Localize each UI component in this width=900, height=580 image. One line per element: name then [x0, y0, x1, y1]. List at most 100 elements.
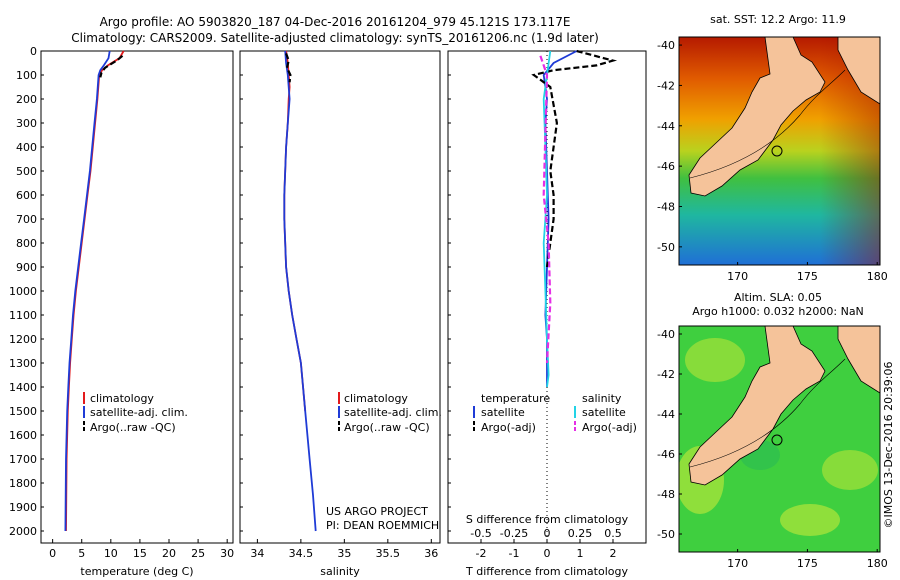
x-tick-label: 35	[337, 547, 351, 560]
s-tick-label: 0.25	[568, 527, 593, 540]
s-tick-label: -0.25	[500, 527, 528, 540]
lat-tick-label: -50	[657, 241, 675, 254]
argo-float-marker	[771, 434, 783, 446]
lon-tick-label: 180	[867, 557, 888, 570]
series-line-argo	[99, 54, 124, 78]
salinity-panel-frame	[239, 50, 441, 544]
y-tick-label: 0	[30, 45, 37, 58]
salinity-legend: climatology satellite-adj. clim. Argo(..…	[338, 392, 442, 434]
project-annotation-line2: PI: DEAN ROEMMICH	[326, 519, 439, 532]
y-tick-label: 500	[16, 165, 37, 178]
lon-tick-label: 175	[797, 557, 818, 570]
y-tick-label: 1400	[9, 381, 37, 394]
s-tick-label: 0	[544, 527, 551, 540]
x-tick-label: 15	[133, 547, 147, 560]
difference-legend: temperature salinity satellite Argo(-adj…	[473, 392, 637, 434]
sla-map-axes: -40 -42 -44 -46 -48 -50 170 175 180	[657, 328, 888, 570]
y-tick-label: 1200	[9, 333, 37, 346]
lat-tick-label: -46	[657, 160, 675, 173]
salinity-plot: 34 34.5 35 35.5 36	[240, 50, 438, 560]
y-tick-label: 900	[16, 261, 37, 274]
lat-tick-label: -46	[657, 448, 675, 461]
legend-t-satellite-label: satellite	[481, 406, 525, 419]
sla-map-title-line1: Altim. SLA: 0.05	[734, 291, 822, 304]
legend-satellite-label: satellite-adj. clim.	[90, 406, 188, 419]
legend-salinity-title: salinity	[582, 392, 622, 405]
x-tick-label: 34	[250, 547, 264, 560]
y-tick-label: 1600	[9, 429, 37, 442]
y-tick-label: 1800	[9, 477, 37, 490]
legend-argo-label: Argo(..raw -QC)	[90, 421, 176, 434]
lon-tick-label: 175	[797, 270, 818, 283]
lat-tick-label: -40	[657, 39, 675, 52]
y-tick-label: 100	[16, 69, 37, 82]
lon-tick-label: 170	[727, 270, 748, 283]
sla-contour	[689, 358, 846, 468]
x-tick-label: 1	[577, 547, 584, 560]
temperature-xlabel: temperature (deg C)	[80, 565, 193, 578]
x-tick-label: 30	[220, 547, 234, 560]
y-tick-label: 1000	[9, 285, 37, 298]
legend-climatology-label: climatology	[90, 392, 154, 405]
series-line-argo	[531, 49, 618, 268]
sla-map-frame	[678, 325, 881, 553]
x-tick-label: 5	[78, 547, 85, 560]
series-line-climatology	[283, 50, 307, 412]
lat-tick-label: -48	[657, 200, 675, 213]
sla-patch	[685, 338, 745, 382]
lat-tick-label: -48	[657, 488, 675, 501]
t-difference-xlabel: T difference from climatology	[465, 565, 628, 578]
imos-stamp: ©IMOS 13-Dec-2016 20:39:06	[882, 362, 895, 529]
north-island-land	[837, 37, 880, 105]
x-tick-label: 2	[610, 547, 617, 560]
x-tick-label: 36	[424, 547, 438, 560]
sst-map	[679, 37, 880, 265]
x-tick-label: 25	[191, 547, 205, 560]
temperature-legend: climatology satellite-adj. clim. Argo(..…	[83, 392, 188, 434]
temperature-panel-frame	[40, 50, 234, 544]
figure-title-line1: Argo profile: AO 5903820_187 04-Dec-2016…	[100, 15, 571, 29]
y-tick-label: 1500	[9, 405, 37, 418]
y-tick-label: 700	[16, 213, 37, 226]
x-tick-label: -2	[476, 547, 487, 560]
y-tick-label: 1300	[9, 357, 37, 370]
x-tick-label: 34.5	[289, 547, 314, 560]
sla-patch	[822, 450, 878, 490]
difference-panel-frame	[447, 50, 647, 544]
y-tick-label: 800	[16, 237, 37, 250]
x-tick-label: 20	[162, 547, 176, 560]
x-tick-label: -1	[509, 547, 520, 560]
y-tick-label: 400	[16, 141, 37, 154]
y-tick-label: 2000	[9, 525, 37, 538]
legend-climatology-label: climatology	[344, 392, 408, 405]
series-line-satellite	[283, 50, 317, 532]
sla-map-title-line2: Argo h1000: 0.032 h2000: NaN	[692, 305, 864, 318]
lon-tick-label: 180	[867, 270, 888, 283]
lon-tick-label: 170	[727, 557, 748, 570]
lat-tick-label: -42	[657, 368, 675, 381]
y-tick-label: 1900	[9, 501, 37, 514]
difference-plot: -2 -1 0 1 2 -0.5 -0.25 0 0.25 0.5	[448, 49, 622, 560]
y-tick-label: 600	[16, 189, 37, 202]
sla-map	[679, 326, 880, 552]
y-tick-label: 200	[16, 93, 37, 106]
sst-map-title: sat. SST: 12.2 Argo: 11.9	[710, 13, 846, 26]
legend-s-argo-label: Argo(-adj)	[582, 421, 637, 434]
lat-tick-label: -50	[657, 528, 675, 541]
lat-tick-label: -40	[657, 328, 675, 341]
legend-argo-label: Argo(..raw -QC)	[344, 421, 430, 434]
y-tick-label: 1100	[9, 309, 37, 322]
temperature-plot: 0 5 10 15 20 25 300100200300400500600700800900…	[9, 45, 234, 560]
legend-temperature-title: temperature	[481, 392, 550, 405]
y-tick-label: 1700	[9, 453, 37, 466]
figure-title-line2: Climatology: CARS2009. Satellite-adjuste…	[71, 31, 599, 45]
sst-map-frame	[678, 36, 881, 266]
series-line-satellite	[64, 50, 111, 532]
sst-map-axes: -40 -42 -44 -46 -48 -50 170 175 180	[657, 39, 888, 283]
lat-tick-label: -42	[657, 79, 675, 92]
series-line-argo	[285, 53, 292, 83]
lat-tick-label: -44	[657, 408, 675, 421]
argo-float-marker	[771, 145, 783, 157]
